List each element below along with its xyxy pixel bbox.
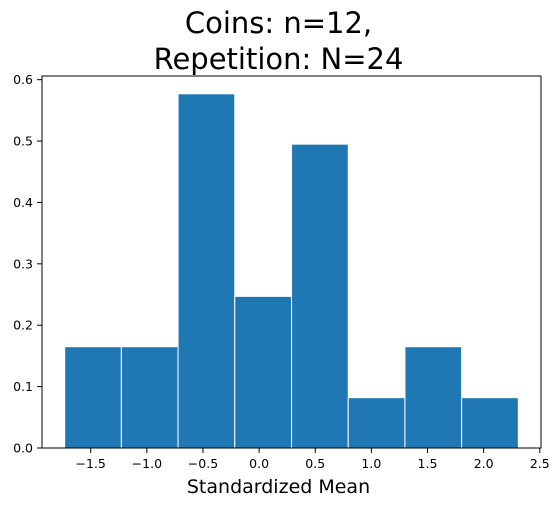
histogram-bar bbox=[120, 346, 179, 449]
histogram-bar bbox=[234, 295, 293, 449]
x-tick-label: −1.0 bbox=[132, 456, 162, 471]
histogram-bar bbox=[347, 397, 406, 449]
x-tick-label: −0.5 bbox=[188, 456, 218, 471]
y-tick-label: 0.4 bbox=[13, 195, 33, 210]
x-tick-label: 2.5 bbox=[530, 456, 550, 471]
histogram-bar bbox=[461, 397, 519, 449]
y-tick-label: 0.6 bbox=[13, 72, 33, 87]
histogram-bar bbox=[64, 346, 122, 449]
histogram-bar bbox=[177, 93, 236, 449]
y-tick-label: 0.0 bbox=[13, 441, 33, 456]
histogram-bar bbox=[291, 143, 349, 449]
chart-title-line-2: Repetition: N=24 bbox=[153, 42, 404, 76]
x-tick-label: 2.0 bbox=[474, 456, 494, 471]
chart-title-line-1: Coins: n=12, bbox=[184, 6, 373, 40]
x-tick-label: 0.0 bbox=[249, 456, 269, 471]
x-tick-label: 1.0 bbox=[361, 456, 381, 471]
y-tick-label: 0.1 bbox=[13, 379, 33, 394]
y-tick-label: 0.3 bbox=[13, 256, 33, 271]
x-axis-label: Standardized Mean bbox=[186, 476, 371, 498]
axes-frame bbox=[41, 75, 542, 449]
y-tick-label: 0.5 bbox=[13, 134, 33, 149]
x-tick-label: −1.5 bbox=[76, 456, 106, 471]
x-tick-label: 0.5 bbox=[305, 456, 325, 471]
y-tick-label: 0.2 bbox=[13, 318, 33, 333]
x-tick-label: 1.5 bbox=[418, 456, 438, 471]
histogram-bar bbox=[404, 346, 463, 449]
